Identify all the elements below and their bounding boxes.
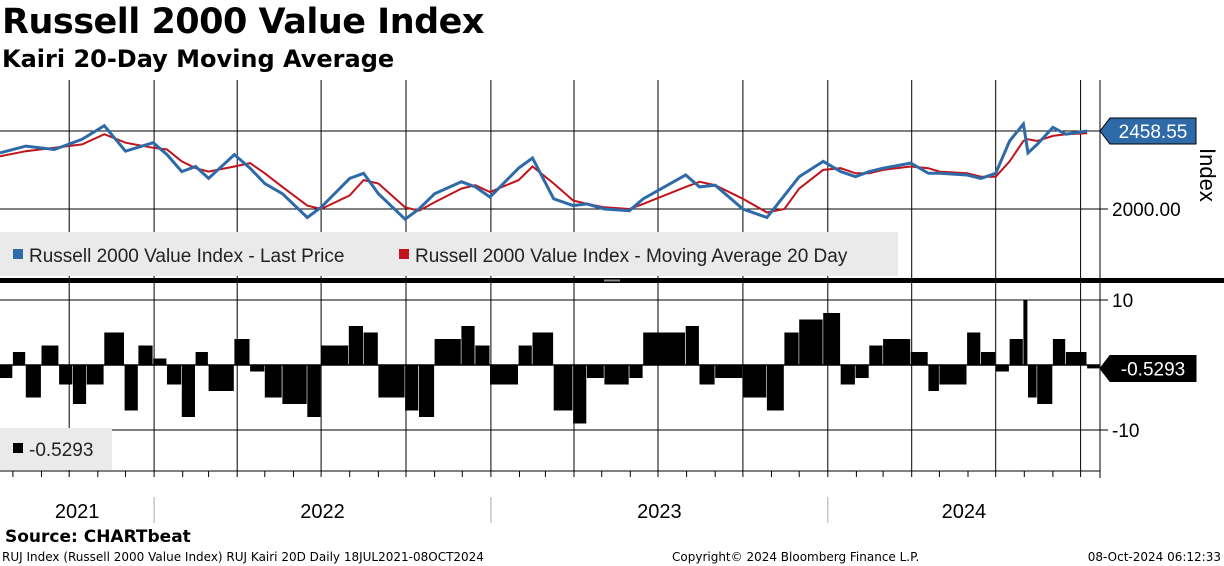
kairi-bar [434,339,461,365]
kairi-bar [799,319,823,365]
source-note: Source: CHARTbeat [5,527,191,547]
kairi-bar [766,365,784,411]
lower-legend: -0.5293 [0,428,112,470]
kairi-bar [981,352,996,365]
footer-timestamp: 08-Oct-2024 06:12:33 [1087,550,1221,564]
legend-swatch [13,443,23,453]
kairi-bar [138,345,153,365]
kairi-bar [967,332,981,365]
x-tick-label: 2024 [942,501,987,523]
last-price-badge-shape [1099,117,1197,145]
kairi-bar [12,352,26,365]
kairi-bar [363,332,378,365]
kairi-bar [475,345,490,365]
kairi-bar [855,365,869,378]
y-tick-label: 2000.00 [1112,200,1181,221]
kairi-bar [419,365,435,417]
legend-swatch [399,249,409,259]
legend-box [0,232,898,276]
y-tick-label: 10 [1112,291,1133,312]
footer-copyright: Copyright© 2024 Bloomberg Finance L.P. [672,550,920,564]
kairi-bar [840,365,855,385]
panel-divider-handle [604,279,620,282]
footer-left: RUJ Index (Russell 2000 Value Index) RUJ… [2,550,484,564]
kairi-bar [461,326,475,365]
kairi-bar [715,365,743,378]
kairi-bar [1028,365,1037,398]
kairi-bar [167,365,182,385]
upper-legend: Russell 2000 Value Index - Last Price Rus… [0,232,898,276]
kairi-bar [153,358,167,365]
kairi-bar [1087,365,1100,369]
kairi-bar [41,345,59,365]
kairi-bar [378,365,405,398]
legend-label: Russell 2000 Value Index - Moving Averag… [415,246,848,267]
kairi-bar [25,365,41,398]
last-kairi-badge-label: -0.5293 [1121,359,1185,380]
kairi-bar [307,365,321,417]
kairi-bar [1009,339,1023,365]
legend-label: Russell 2000 Value Index - Last Price [29,246,344,267]
kairi-bar [553,365,573,411]
kairi-bars [0,300,1100,424]
kairi-bar [995,365,1009,372]
kairi-bar [234,339,250,365]
kairi-bar [573,365,587,424]
kairi-bar [250,365,265,372]
x-tick-label: 2023 [637,501,682,523]
kairi-bar [742,365,767,398]
kairi-bar [604,365,629,385]
kairi-bar [699,365,715,385]
kairi-bar [72,365,87,404]
kairi-bar [0,365,13,378]
kairi-bar [321,345,349,365]
kairi-bar [883,339,911,365]
series-line-last-price [0,120,1088,222]
kairi-bar [490,365,518,385]
kairi-bar [124,365,138,411]
kairi-bar [939,365,967,385]
kairi-bar [784,332,799,365]
kairi-bar [910,352,928,365]
kairi-bar [869,345,883,365]
x-tick-label: 2022 [300,501,345,523]
y-axis-label: Index [1195,148,1220,202]
kairi-bar [195,352,208,365]
kairi-bar [643,332,685,365]
kairi-bar [1023,300,1028,365]
kairi-bar [586,365,604,378]
kairi-bar [181,365,195,417]
last-price-badge-label: 2458.55 [1119,122,1188,143]
kairi-bar [518,345,532,365]
x-tick-label: 2021 [55,501,100,523]
kairi-bar [348,326,363,365]
value-badges: 2458.55 -0.5293 [1099,117,1197,382]
kairi-bar [208,365,234,391]
kairi-bar [532,332,554,365]
kairi-bar [264,365,282,398]
kairi-bar [685,326,699,365]
chart-subtitle: Kairi 20-Day Moving Average [2,45,395,73]
kairi-bar [104,332,124,365]
kairi-bar [405,365,419,411]
kairi-bar [1065,352,1087,365]
legend-swatch [13,249,23,259]
tick-labels: 2000.00 10 -10 Index 2021 2022 2023 2024 [12,148,1220,523]
kairi-bar [1052,339,1066,365]
kairi-bar [823,313,841,365]
kairi-bar [86,365,104,385]
kairi-bar [1037,365,1053,404]
kairi-bar [282,365,307,404]
legend-label: -0.5293 [29,440,93,461]
series-line-moving-average [0,132,1088,214]
chart-title: Russell 2000 Value Index [2,2,484,42]
y-tick-label: -10 [1112,421,1139,442]
axes [0,80,1224,478]
kairi-bar [59,365,73,385]
kairi-bar [629,365,643,378]
kairi-bar [928,365,939,391]
last-kairi-badge-shape [1099,354,1197,382]
